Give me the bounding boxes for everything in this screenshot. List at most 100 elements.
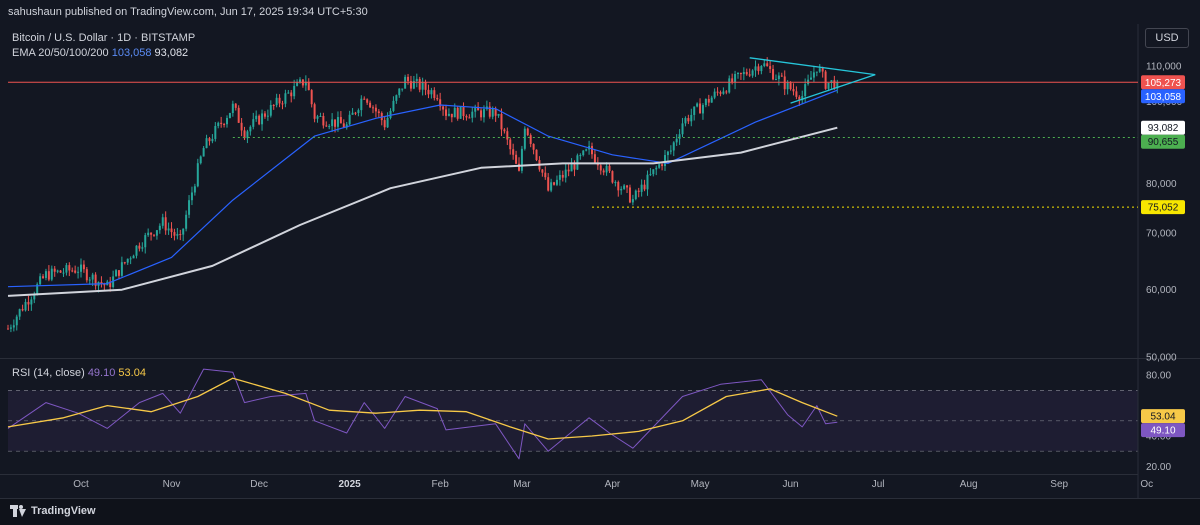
candle-body	[103, 283, 106, 286]
candle-body	[68, 265, 71, 271]
candle-body	[348, 114, 351, 125]
candle-body	[766, 63, 769, 67]
candle-body	[290, 92, 293, 97]
candle-body	[579, 155, 582, 157]
candle-body	[328, 126, 331, 128]
candle-body	[731, 78, 734, 83]
candle-body	[564, 169, 567, 178]
candle-body	[24, 301, 27, 311]
candle-body	[515, 154, 518, 164]
candle-body	[465, 116, 468, 118]
currency-button[interactable]: USD	[1145, 28, 1189, 48]
rsi-tick-label: 20.00	[1146, 462, 1171, 473]
candle-body	[94, 274, 97, 286]
candle-body	[704, 98, 707, 106]
candle-body	[307, 81, 310, 91]
candle-body	[36, 284, 39, 295]
candle-body	[617, 182, 620, 191]
time-tick-label: Oc	[1140, 479, 1153, 490]
candle-body	[261, 113, 264, 125]
candle-body	[497, 113, 500, 116]
candle-body	[433, 90, 436, 98]
candle-body	[85, 269, 88, 281]
candle-body	[199, 156, 202, 164]
candle-body	[228, 112, 231, 119]
tradingview-logo[interactable]: TradingView	[10, 505, 96, 517]
candle-body	[430, 90, 433, 95]
price-value-tag-bg	[1141, 200, 1185, 215]
candle-body	[237, 107, 240, 123]
candle-body	[386, 117, 389, 128]
candle-body	[445, 109, 447, 116]
candle-body	[699, 103, 702, 114]
candle-body	[109, 281, 112, 288]
candle-body	[634, 190, 637, 200]
candle-body	[357, 110, 360, 113]
candle-body	[658, 164, 661, 168]
candle-body	[836, 82, 839, 89]
candle-body	[21, 309, 24, 311]
chart-area[interactable]: 110,000100,00080,00070,00060,00050,00080…	[0, 24, 1200, 498]
candle-body	[690, 114, 693, 122]
candle-body	[544, 172, 547, 178]
candle-body	[477, 106, 480, 111]
candle-body	[383, 120, 386, 128]
candle-body	[453, 107, 456, 118]
candle-body	[442, 106, 445, 110]
ema-line-ema-200	[7, 126, 838, 297]
candle-body	[91, 274, 94, 280]
candle-body	[56, 270, 59, 272]
candle-body	[258, 115, 261, 125]
candle-body	[80, 264, 82, 272]
candle-body	[234, 103, 237, 108]
candle-body	[763, 63, 766, 67]
candle-body	[555, 179, 558, 185]
candle-body	[407, 76, 410, 82]
candle-body	[468, 117, 471, 119]
candles-group	[7, 57, 839, 333]
candle-body	[523, 128, 526, 149]
candle-body	[748, 74, 751, 76]
candle-body	[672, 142, 675, 151]
candle-body	[372, 107, 374, 109]
candle-body	[287, 92, 290, 94]
candle-body	[392, 100, 395, 111]
candle-body	[421, 82, 424, 90]
candle-body	[44, 271, 47, 278]
tradingview-icon	[10, 505, 26, 517]
candle-body	[678, 134, 681, 139]
candle-body	[27, 301, 30, 305]
rsi-value-tag-bg	[1141, 423, 1185, 438]
brand-label: TradingView	[31, 505, 96, 517]
candle-body	[783, 76, 786, 90]
candle-body	[623, 185, 626, 189]
candle-body	[684, 118, 687, 124]
candle-body	[780, 75, 783, 77]
candle-body	[153, 234, 155, 236]
candle-body	[520, 148, 523, 171]
candle-body	[296, 82, 299, 86]
candle-body	[126, 258, 129, 263]
price-tick-label: 60,000	[1146, 285, 1177, 296]
candle-body	[541, 169, 544, 173]
candle-body	[202, 148, 205, 157]
candle-body	[150, 232, 153, 235]
rsi-value-tag: 49.10	[1150, 426, 1175, 437]
candle-body	[509, 139, 512, 150]
candle-body	[608, 165, 611, 172]
candle-body	[246, 131, 249, 139]
triangle-lower-line	[790, 73, 876, 104]
candle-body	[47, 271, 50, 280]
price-tick-label: 50,000	[1146, 353, 1177, 364]
candle-body	[334, 119, 337, 127]
candle-body	[223, 123, 226, 125]
candle-body	[745, 72, 748, 75]
candle-body	[281, 103, 284, 105]
candle-body	[15, 316, 18, 326]
candle-body	[725, 91, 728, 93]
price-value-tag: 75,052	[1148, 203, 1179, 214]
chart-svg[interactable]: 110,000100,00080,00070,00060,00050,00080…	[0, 24, 1200, 498]
ema-value-1: 103,058	[111, 47, 152, 59]
time-tick-label: Aug	[960, 479, 978, 490]
candle-body	[389, 110, 392, 118]
